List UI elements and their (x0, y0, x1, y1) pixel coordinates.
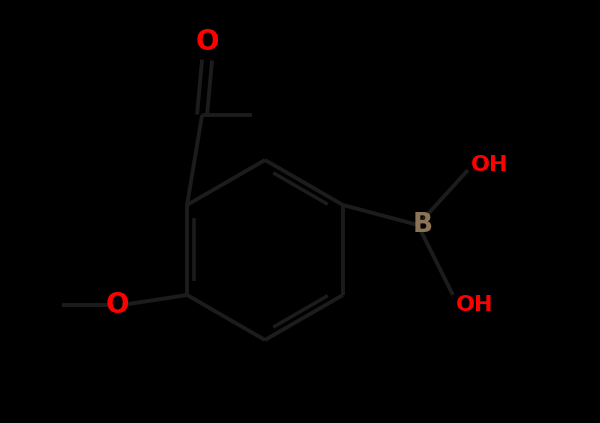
Text: O: O (106, 291, 129, 319)
Text: OH: OH (456, 295, 494, 315)
Text: B: B (413, 212, 433, 238)
Text: OH: OH (471, 155, 509, 175)
Text: O: O (196, 28, 219, 56)
